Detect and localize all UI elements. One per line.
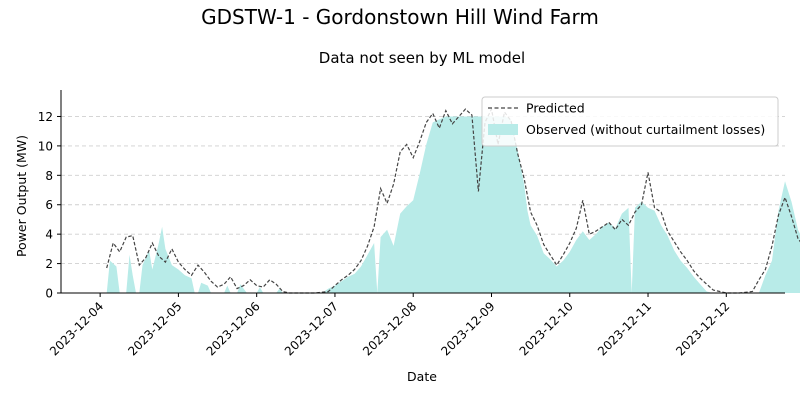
x-tick-label-7: 2023-12-11 xyxy=(595,299,654,358)
legend-observed-swatch xyxy=(488,124,518,135)
x-axis-label: Date xyxy=(407,369,437,384)
data-layer xyxy=(106,107,800,294)
chart-subtitle: Data not seen by ML model xyxy=(319,49,525,67)
y-tick-label-10: 10 xyxy=(38,139,53,153)
legend-frame xyxy=(481,96,779,147)
legend-observed-label: Observed (without curtailment losses) xyxy=(526,122,765,137)
y-tick-label-12: 12 xyxy=(38,110,53,124)
y-axis-label: Power Output (MW) xyxy=(14,135,29,257)
x-tick-label-5: 2023-12-09 xyxy=(438,299,497,358)
legend-predicted-label: Predicted xyxy=(526,101,585,116)
y-tick-label-6: 6 xyxy=(45,198,53,212)
observed-area xyxy=(106,116,800,293)
x-tick-label-6: 2023-12-10 xyxy=(517,299,576,358)
y-tick-label-4: 4 xyxy=(45,228,53,242)
y-tick-label-8: 8 xyxy=(45,169,53,183)
x-tick-label-0: 2023-12-04 xyxy=(47,299,106,358)
predicted-line xyxy=(106,107,800,294)
y-tick-label-0: 0 xyxy=(45,287,53,301)
legend: Predicted Observed (without curtailment … xyxy=(481,96,779,147)
x-tick-label-2: 2023-12-06 xyxy=(204,299,263,358)
x-tick-label-1: 2023-12-05 xyxy=(125,299,184,358)
chart-title: GDSTW-1 - Gordonstown Hill Wind Farm xyxy=(201,5,599,29)
x-tick-label-4: 2023-12-08 xyxy=(360,299,419,358)
y-tick-label-2: 2 xyxy=(45,257,53,271)
x-tick-label-3: 2023-12-07 xyxy=(282,299,341,358)
x-tick-label-8: 2023-12-12 xyxy=(673,299,732,358)
